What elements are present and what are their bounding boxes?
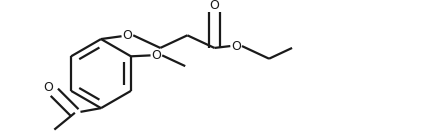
Text: O: O <box>122 29 132 42</box>
Text: O: O <box>209 0 219 12</box>
Text: O: O <box>43 81 53 94</box>
Text: O: O <box>151 49 161 62</box>
Text: O: O <box>230 40 240 53</box>
